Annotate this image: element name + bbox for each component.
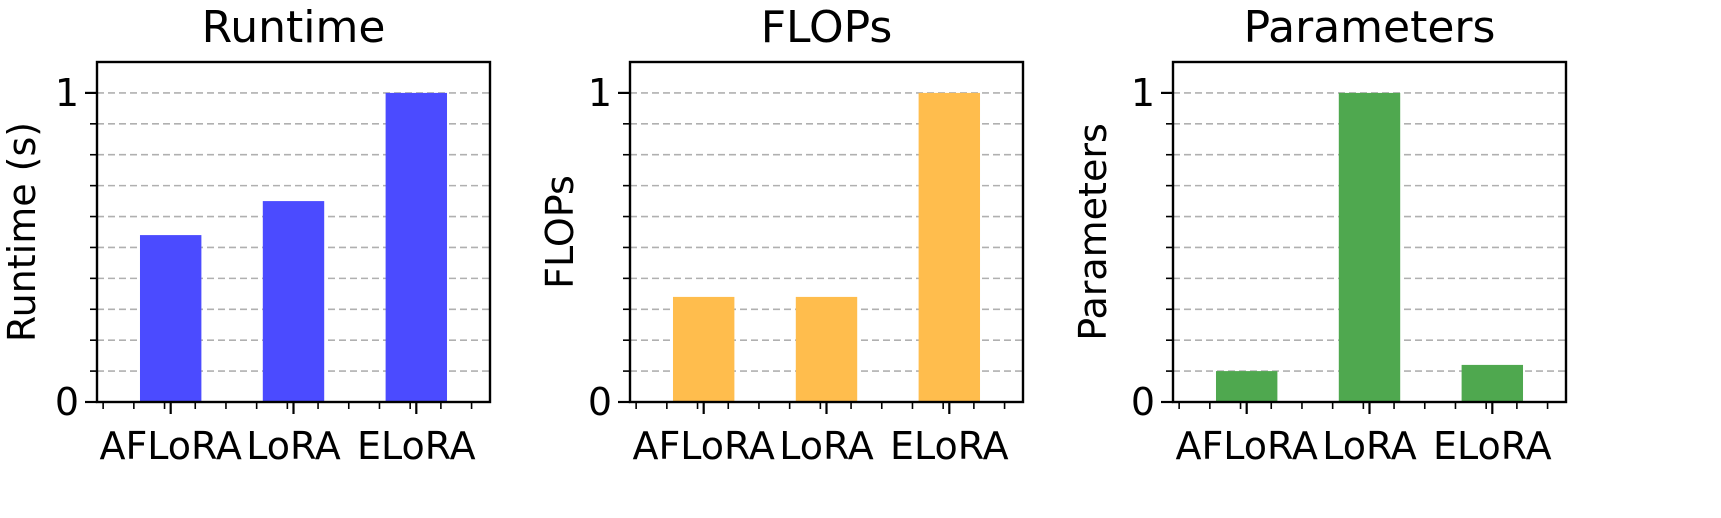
x-tick-label: AFLoRA xyxy=(99,424,241,468)
chart-title: FLOPs xyxy=(760,2,893,53)
y-tick-label: 1 xyxy=(588,71,612,115)
y-tick-label: 1 xyxy=(1131,71,1155,115)
bar-lora xyxy=(1338,92,1401,402)
bar-lora xyxy=(795,296,858,402)
y-tick-label: 1 xyxy=(55,71,79,115)
flops-chart-svg: 0 1 AFLoRA LoRA ELoRA xyxy=(588,60,1025,468)
bar-elora xyxy=(1461,364,1524,402)
chart-title: Parameters xyxy=(1243,2,1496,53)
x-tick-label: AFLoRA xyxy=(632,424,774,468)
flops-panel: FLOPs FLOPs 0 1 AFLoRA LoRA ELoRA xyxy=(538,2,1025,468)
runtime-chart-svg: 0 1 AFLoRA LoRA ELoRA xyxy=(55,60,492,468)
x-tick-label: LoRA xyxy=(1322,424,1417,468)
runtime-panel: Runtime Runtime (s) 0 1 AFLoRA LoRA ELoRA xyxy=(0,0,560,518)
y-tick-label: 0 xyxy=(55,380,79,424)
bar-elora xyxy=(918,92,981,402)
bar-aflora xyxy=(672,296,735,402)
bar-elora xyxy=(385,92,448,402)
bar-lora xyxy=(262,201,325,402)
x-tick-label: ELoRA xyxy=(1433,424,1552,468)
y-tick-label: 0 xyxy=(1131,380,1155,424)
x-tick-label: LoRA xyxy=(779,424,874,468)
bar-aflora xyxy=(1215,371,1278,402)
x-tick-label: AFLoRA xyxy=(1175,424,1317,468)
chart-title: Runtime xyxy=(201,2,386,53)
bar-aflora xyxy=(139,235,202,402)
x-tick-label: ELoRA xyxy=(890,424,1009,468)
x-tick-label: LoRA xyxy=(246,424,341,468)
y-tick-label: 0 xyxy=(588,380,612,424)
x-tick-label: ELoRA xyxy=(357,424,476,468)
